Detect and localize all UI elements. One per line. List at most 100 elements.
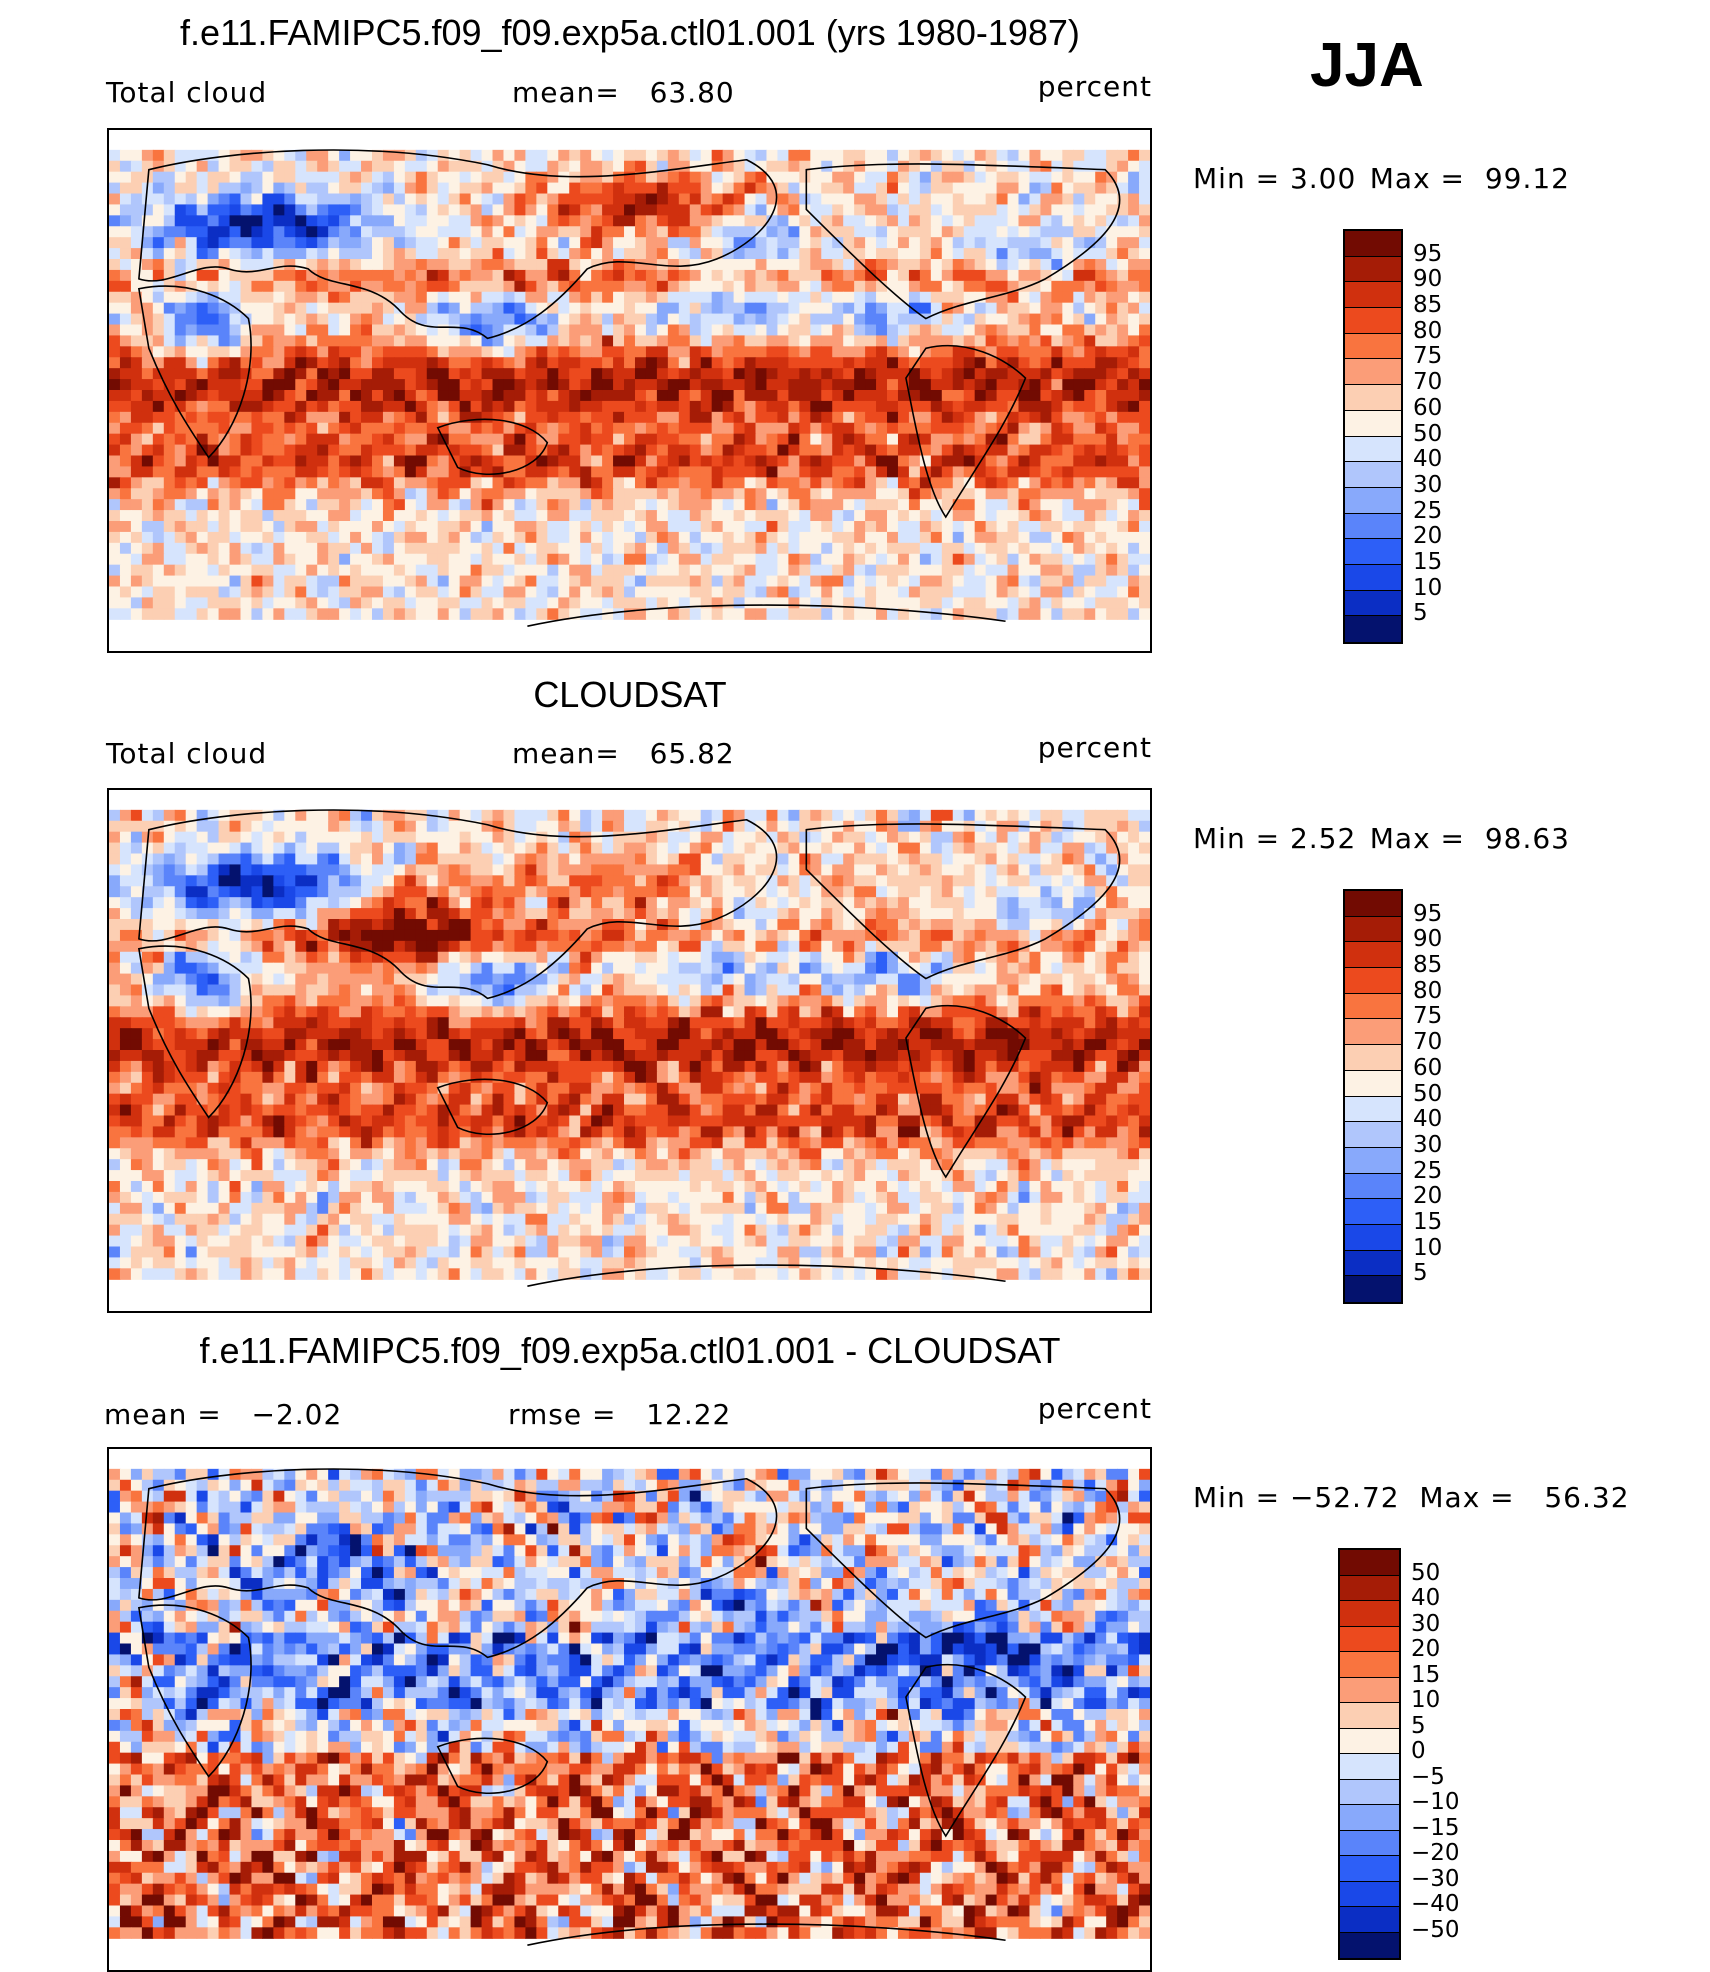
- colorbar-tick-label: 60: [1413, 395, 1442, 421]
- panel3-max-value: 56.32: [1544, 1481, 1629, 1514]
- colorbar-segment: [1345, 308, 1401, 334]
- colorbar-tick-label: 80: [1413, 318, 1442, 344]
- colorbar-tick-label: 15: [1413, 1209, 1442, 1235]
- colorbar-tick-label: 0: [1411, 1738, 1426, 1764]
- colorbar-segment: [1340, 1652, 1399, 1678]
- panel3-minmax: Min = −52.72 Max = 56.32: [1193, 1481, 1630, 1514]
- panel3-min-label: Min =: [1193, 1481, 1280, 1514]
- colorbar-tick-label: 95: [1413, 901, 1442, 927]
- colorbar-segment: [1340, 1805, 1399, 1831]
- panel3-mean: mean = −2.02: [104, 1398, 342, 1431]
- colorbar-segment: [1340, 1627, 1399, 1653]
- panel2-min-value: 2.52: [1290, 822, 1350, 855]
- map-field: [109, 130, 1150, 651]
- colorbar-tick-label: 50: [1413, 1081, 1442, 1107]
- colorbar-segment: [1345, 539, 1401, 565]
- colorbar-segment: [1345, 591, 1401, 617]
- panel3-rmse: rmse = 12.22: [508, 1398, 731, 1431]
- colorbar-tick-label: −15: [1411, 1815, 1460, 1841]
- colorbar-segment: [1345, 1071, 1401, 1097]
- colorbar-tick-label: 85: [1413, 952, 1442, 978]
- colorbar-tick-label: 90: [1413, 266, 1442, 292]
- colorbar-segment: [1345, 968, 1401, 994]
- colorbar-segment: [1340, 1576, 1399, 1602]
- colorbar-tick-label: −50: [1411, 1917, 1460, 1943]
- panel2-minmax: Min = 2.52 Max = 98.63: [1193, 822, 1570, 855]
- colorbar-segment: [1345, 385, 1401, 411]
- colorbar-segment: [1340, 1856, 1399, 1882]
- colorbar-tick-label: −20: [1411, 1840, 1460, 1866]
- colorbar-tick-label: 30: [1413, 1132, 1442, 1158]
- colorbar-segment: [1345, 1276, 1401, 1302]
- colorbar-segment: [1340, 1703, 1399, 1729]
- panel1-min-value: 3.00: [1290, 162, 1350, 195]
- panel3-min-value: −52.72: [1290, 1481, 1400, 1514]
- panel2-min-label: Min =: [1193, 822, 1280, 855]
- panel1-max-value: 99.12: [1485, 162, 1570, 195]
- panel1-mean: mean= 63.80: [512, 76, 735, 109]
- panel1-min-label: Min =: [1193, 162, 1280, 195]
- colorbar-segment: [1345, 334, 1401, 360]
- panel1-units: percent: [1038, 70, 1152, 103]
- panel2-max-label: Max =: [1370, 822, 1465, 855]
- colorbar-tick-label: 20: [1413, 523, 1442, 549]
- colorbar-tick-label: 10: [1411, 1687, 1440, 1713]
- colorbar-tick-label: −5: [1411, 1764, 1445, 1790]
- colorbar-segment: [1345, 891, 1401, 917]
- panel1-title: f.e11.FAMIPC5.f09_f09.exp5a.ctl01.001 (y…: [0, 12, 1260, 54]
- panel2-mean-label: mean=: [512, 737, 620, 770]
- panel2-mean: mean= 65.82: [512, 737, 735, 770]
- panel3-max-label: Max =: [1419, 1481, 1514, 1514]
- panel2-colorbar: [1343, 889, 1403, 1304]
- colorbar-segment: [1345, 917, 1401, 943]
- colorbar-segment: [1340, 1780, 1399, 1806]
- panel2-mean-value: 65.82: [650, 737, 735, 770]
- colorbar-segment: [1345, 616, 1401, 642]
- colorbar-segment: [1340, 1550, 1399, 1576]
- panel2-units: percent: [1038, 731, 1152, 764]
- colorbar-tick-label: 30: [1413, 472, 1442, 498]
- colorbar-tick-label: 75: [1413, 343, 1442, 369]
- colorbar-tick-label: 40: [1413, 1106, 1442, 1132]
- panel1-colorbar: [1343, 229, 1403, 644]
- colorbar-tick-label: 10: [1413, 1235, 1442, 1261]
- colorbar-tick-label: 5: [1413, 600, 1428, 626]
- panel3-rmse-value: 12.22: [646, 1398, 731, 1431]
- colorbar-segment: [1345, 488, 1401, 514]
- colorbar-tick-label: 25: [1413, 498, 1442, 524]
- colorbar-segment: [1345, 565, 1401, 591]
- panel3-mean-label: mean =: [104, 1398, 222, 1431]
- colorbar-tick-label: 20: [1413, 1183, 1442, 1209]
- panel3-colorbar: [1338, 1548, 1401, 1960]
- colorbar-segment: [1345, 994, 1401, 1020]
- panel2-map: [107, 788, 1152, 1313]
- colorbar-segment: [1345, 1045, 1401, 1071]
- colorbar-tick-label: −30: [1411, 1866, 1460, 1892]
- colorbar-tick-label: 40: [1413, 446, 1442, 472]
- colorbar-segment: [1345, 257, 1401, 283]
- colorbar-tick-label: 75: [1413, 1003, 1442, 1029]
- colorbar-segment: [1345, 1019, 1401, 1045]
- colorbar-segment: [1345, 462, 1401, 488]
- colorbar-segment: [1345, 1251, 1401, 1277]
- colorbar-tick-label: 60: [1413, 1055, 1442, 1081]
- colorbar-segment: [1345, 1174, 1401, 1200]
- colorbar-segment: [1340, 1882, 1399, 1908]
- colorbar-tick-label: 5: [1411, 1713, 1426, 1739]
- colorbar-tick-label: 70: [1413, 1029, 1442, 1055]
- colorbar-tick-label: 30: [1411, 1611, 1440, 1637]
- season-label: JJA: [1310, 30, 1424, 101]
- colorbar-tick-label: 95: [1413, 241, 1442, 267]
- panel3-map: [107, 1447, 1152, 1972]
- colorbar-tick-label: 5: [1413, 1260, 1428, 1286]
- colorbar-tick-label: 50: [1413, 421, 1442, 447]
- colorbar-segment: [1340, 1907, 1399, 1933]
- colorbar-segment: [1345, 1097, 1401, 1123]
- panel3-title: f.e11.FAMIPC5.f09_f09.exp5a.ctl01.001 - …: [0, 1330, 1260, 1372]
- panel1-minmax: Min = 3.00 Max = 99.12: [1193, 162, 1570, 195]
- colorbar-tick-label: 10: [1413, 575, 1442, 601]
- colorbar-segment: [1340, 1754, 1399, 1780]
- panel1-mean-label: mean=: [512, 76, 620, 109]
- colorbar-segment: [1345, 1199, 1401, 1225]
- colorbar-tick-label: 15: [1413, 549, 1442, 575]
